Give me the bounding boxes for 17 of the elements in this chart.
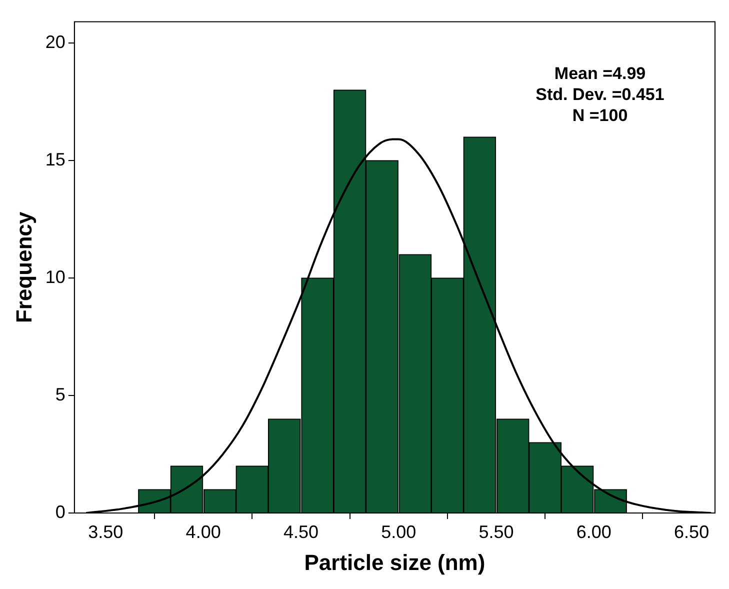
- annotation: N =100: [572, 106, 628, 125]
- x-tick-label: 5.00: [381, 522, 416, 542]
- x-axis-title: Particle size (nm): [304, 550, 486, 575]
- x-tick-label: 4.50: [283, 522, 318, 542]
- x-tick-label: 3.50: [88, 522, 124, 542]
- x-tick-label: 4.00: [186, 522, 221, 542]
- y-tick-label: 20: [45, 32, 66, 52]
- y-tick-label: 15: [45, 149, 66, 170]
- y-axis-title: Frequency: [11, 211, 36, 324]
- annotation: Std. Dev. =0.451: [536, 84, 664, 104]
- y-tick-label: 10: [45, 266, 66, 287]
- annotation: Mean =4.99: [554, 64, 646, 83]
- x-tick-label: 6.50: [674, 522, 710, 542]
- y-tick-label: 0: [55, 502, 66, 522]
- y-tick-label: 5: [55, 384, 66, 404]
- x-tick-label: 5.50: [478, 522, 514, 542]
- x-tick-label: 6.00: [576, 522, 612, 542]
